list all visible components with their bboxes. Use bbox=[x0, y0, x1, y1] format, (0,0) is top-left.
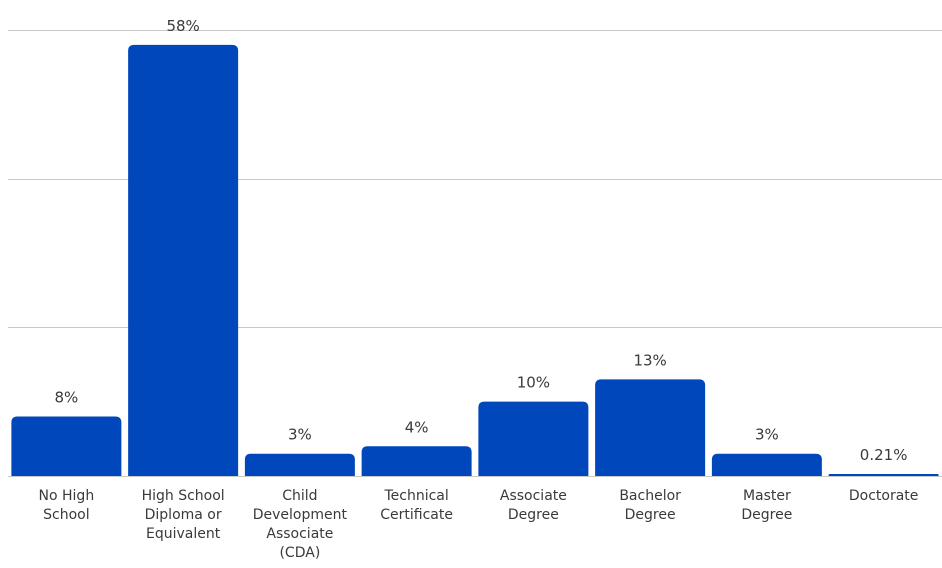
bars bbox=[11, 45, 938, 476]
bar-0 bbox=[11, 417, 121, 476]
category-label-6: Master Degree bbox=[741, 488, 792, 523]
value-label-2: 3% bbox=[288, 426, 312, 444]
bar-7 bbox=[829, 474, 939, 476]
category-label-2: Child Development Associate (CDA) bbox=[253, 488, 348, 561]
bar-6 bbox=[712, 454, 822, 476]
bar-2 bbox=[245, 454, 355, 476]
bar-5 bbox=[595, 379, 705, 476]
category-labels: No High School High School Diploma or Equiva… bbox=[39, 488, 919, 561]
category-label-3: Technical Certificate bbox=[380, 488, 453, 523]
value-label-4: 10% bbox=[517, 374, 550, 392]
value-label-3: 4% bbox=[405, 418, 429, 436]
value-label-1: 58% bbox=[166, 17, 199, 35]
value-label-5: 13% bbox=[633, 351, 666, 369]
category-label-4: Associate Degree bbox=[500, 488, 567, 523]
category-label-5: Bachelor Degree bbox=[619, 488, 681, 523]
bar-3 bbox=[362, 446, 472, 476]
value-label-0: 8% bbox=[54, 389, 78, 407]
category-label-0: No High School bbox=[39, 488, 95, 523]
bar-4 bbox=[478, 402, 588, 476]
bar-1 bbox=[128, 45, 238, 476]
value-label-6: 3% bbox=[755, 426, 779, 444]
category-label-7: Doctorate bbox=[849, 488, 919, 504]
category-label-1: High School Diploma or Equivalent bbox=[142, 488, 225, 542]
value-label-7: 0.21% bbox=[860, 446, 908, 464]
